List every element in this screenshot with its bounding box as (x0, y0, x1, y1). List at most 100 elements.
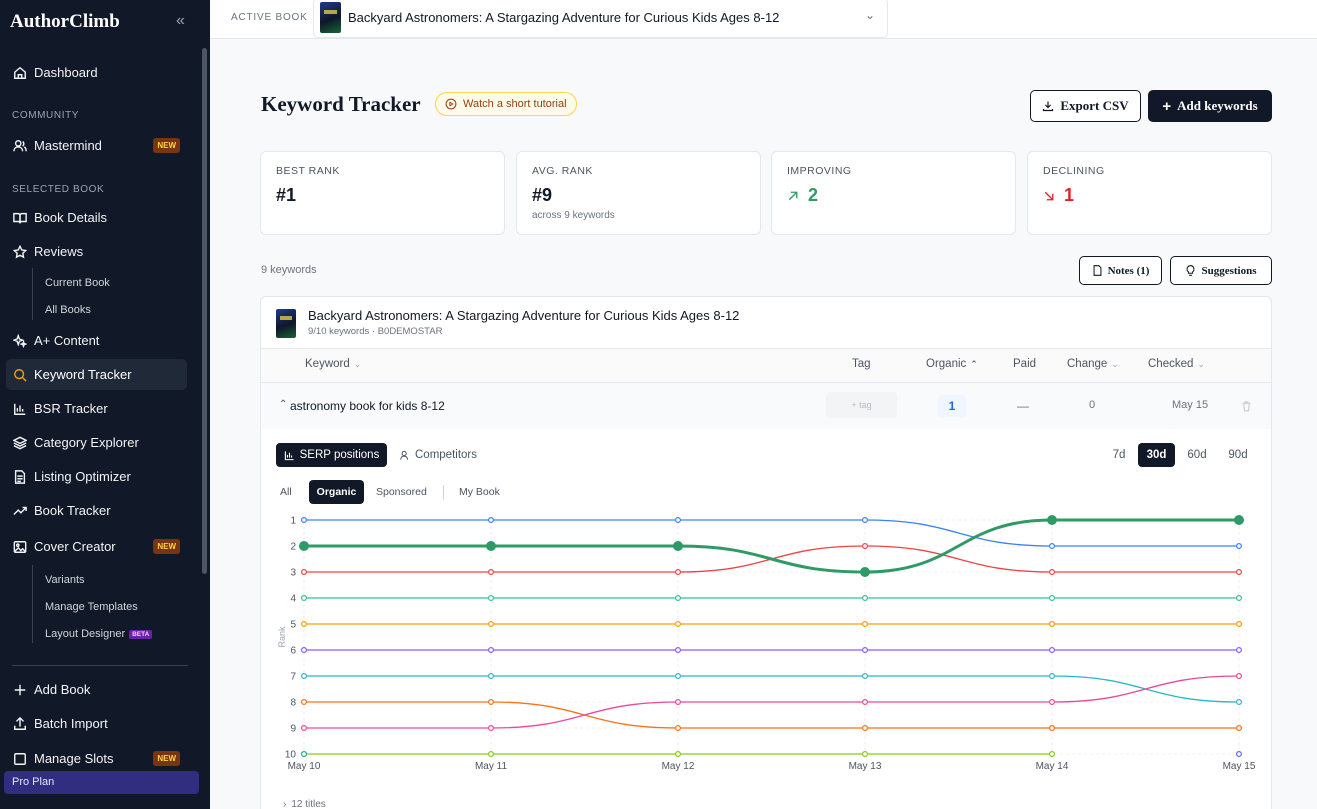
column-header-change[interactable]: Change ⌄ (1067, 358, 1119, 370)
sidebar-item-aplus-content[interactable]: A+ Content (6, 325, 187, 356)
document-icon (13, 469, 27, 484)
pro-plan-badge[interactable]: Pro Plan (4, 771, 199, 794)
sidebar-item-label: Keyword Tracker (34, 367, 132, 382)
chevron-right-icon: › (283, 799, 287, 809)
data-point (1047, 515, 1057, 525)
sidebar-subitem-manage-templates[interactable]: Manage Templates (45, 601, 138, 613)
y-tick-label: 7 (290, 672, 296, 683)
stat-label: DECLINING (1043, 165, 1105, 177)
sidebar-divider (12, 665, 188, 666)
arrow-up-right-icon (788, 191, 798, 200)
data-point (488, 647, 495, 654)
data-point (1235, 569, 1242, 576)
data-point (675, 647, 682, 654)
range-60d[interactable]: 60d (1187, 449, 1207, 461)
sidebar-subitem-label: Layout Designer (45, 628, 126, 640)
image-icon (13, 540, 27, 554)
filter-all[interactable]: All (280, 486, 292, 498)
export-csv-button[interactable]: Export CSV (1030, 90, 1141, 122)
bar-chart-icon (13, 402, 27, 416)
sidebar: AuthorClimb « Dashboard COMMUNITY Master… (0, 0, 210, 809)
plus-icon (13, 683, 27, 697)
data-point (300, 725, 307, 732)
data-point (486, 541, 496, 551)
tab-serp-positions[interactable]: SERP positions (276, 443, 387, 467)
tab-competitors[interactable]: Competitors (400, 443, 490, 467)
slots-icon (13, 752, 27, 766)
series-line (303, 545, 1239, 573)
data-point (675, 621, 682, 628)
data-point (861, 543, 868, 550)
range-30d[interactable]: 30d (1138, 443, 1175, 467)
sidebar-item-add-book[interactable]: Add Book (6, 674, 187, 705)
sidebar-item-listing-optimizer[interactable]: Listing Optimizer (6, 461, 187, 492)
column-header-organic[interactable]: Organic ⌃ (926, 358, 978, 370)
filter-sponsored[interactable]: Sponsored (376, 486, 427, 498)
stat-card-declining: DECLINING 1 (1027, 151, 1272, 235)
beta-badge: BETA (129, 630, 153, 639)
new-badge: NEW (153, 539, 180, 554)
trash-icon[interactable] (1241, 399, 1252, 417)
sidebar-item-dashboard[interactable]: Dashboard (6, 57, 187, 88)
range-90d[interactable]: 90d (1228, 449, 1248, 461)
sidebar-subitem-layout-designer[interactable]: Layout Designer BETA (45, 628, 153, 640)
range-7d[interactable]: 7d (1112, 449, 1126, 461)
data-point (1235, 725, 1242, 732)
stat-value-improving: 2 (787, 185, 818, 206)
data-point (300, 647, 307, 654)
active-book-select[interactable]: Backyard Astronomers: A Stargazing Adven… (313, 0, 888, 38)
column-header-keyword[interactable]: Keyword ⌄ (305, 358, 361, 370)
sidebar-item-cover-creator[interactable]: Cover Creator NEW (6, 531, 187, 562)
titles-toggle[interactable]: › 12 titles (283, 799, 326, 809)
sidebar-item-category-explorer[interactable]: Category Explorer (6, 427, 187, 458)
book-open-icon (13, 211, 27, 225)
sidebar-scrollbar[interactable] (202, 48, 207, 574)
stat-card-avg-rank: AVG. RANK #9 across 9 keywords (516, 151, 761, 235)
sidebar-subitem-all-books[interactable]: All Books (45, 304, 91, 316)
sidebar-item-book-tracker[interactable]: Book Tracker (6, 495, 187, 526)
filter-organic[interactable]: Organic (309, 480, 364, 504)
filter-divider (443, 485, 444, 500)
collapse-sidebar-icon[interactable]: « (176, 12, 185, 29)
sidebar-subitem-variants[interactable]: Variants (45, 574, 85, 586)
sort-asc-icon: ⌃ (970, 359, 978, 369)
sidebar-item-manage-slots[interactable]: Manage Slots NEW (6, 743, 187, 774)
x-tick-label: May 13 (849, 761, 882, 772)
sort-icon: ⌄ (353, 359, 362, 369)
column-header-checked[interactable]: Checked ⌄ (1148, 358, 1205, 370)
sidebar-item-reviews[interactable]: Reviews (6, 236, 187, 267)
sidebar-subitem-current-book[interactable]: Current Book (45, 277, 110, 289)
sparkles-icon (13, 333, 27, 348)
data-point (300, 751, 307, 758)
data-point (861, 621, 868, 628)
table-row[interactable] (261, 383, 1271, 429)
new-badge: NEW (153, 751, 180, 766)
series-line (304, 518, 1239, 574)
checked-date: May 15 (1172, 399, 1209, 411)
sidebar-item-batch-import[interactable]: Batch Import (6, 708, 187, 739)
notes-button[interactable]: Notes (1) (1079, 256, 1162, 285)
tag-input[interactable]: + tag (826, 392, 897, 418)
add-keywords-label: Add keywords (1177, 98, 1258, 113)
data-point (488, 595, 495, 602)
data-point (488, 569, 495, 576)
rank-change: 0 (1089, 399, 1096, 411)
sidebar-item-keyword-tracker[interactable]: Keyword Tracker (6, 359, 187, 390)
sidebar-item-mastermind[interactable]: Mastermind NEW (6, 130, 187, 161)
notes-label: Notes (1) (1107, 264, 1150, 277)
sidebar-item-book-details[interactable]: Book Details (6, 202, 187, 233)
arrow-down-right-icon (1044, 191, 1054, 200)
data-point (300, 621, 307, 628)
suggestions-button[interactable]: Suggestions (1170, 256, 1272, 285)
users-icon (13, 139, 27, 153)
add-keywords-button[interactable]: + Add keywords (1148, 90, 1272, 122)
chevron-up-icon[interactable]: ⌃ (279, 399, 288, 410)
sidebar-item-label: Listing Optimizer (34, 469, 131, 484)
sidebar-item-label: Batch Import (34, 716, 108, 731)
sidebar-item-bsr-tracker[interactable]: BSR Tracker (6, 393, 187, 424)
tutorial-link[interactable]: Watch a short tutorial (435, 92, 577, 116)
filter-my-book[interactable]: My Book (459, 486, 500, 498)
search-icon (13, 368, 27, 382)
trending-up-icon (13, 504, 27, 518)
stat-label: IMPROVING (787, 165, 852, 177)
